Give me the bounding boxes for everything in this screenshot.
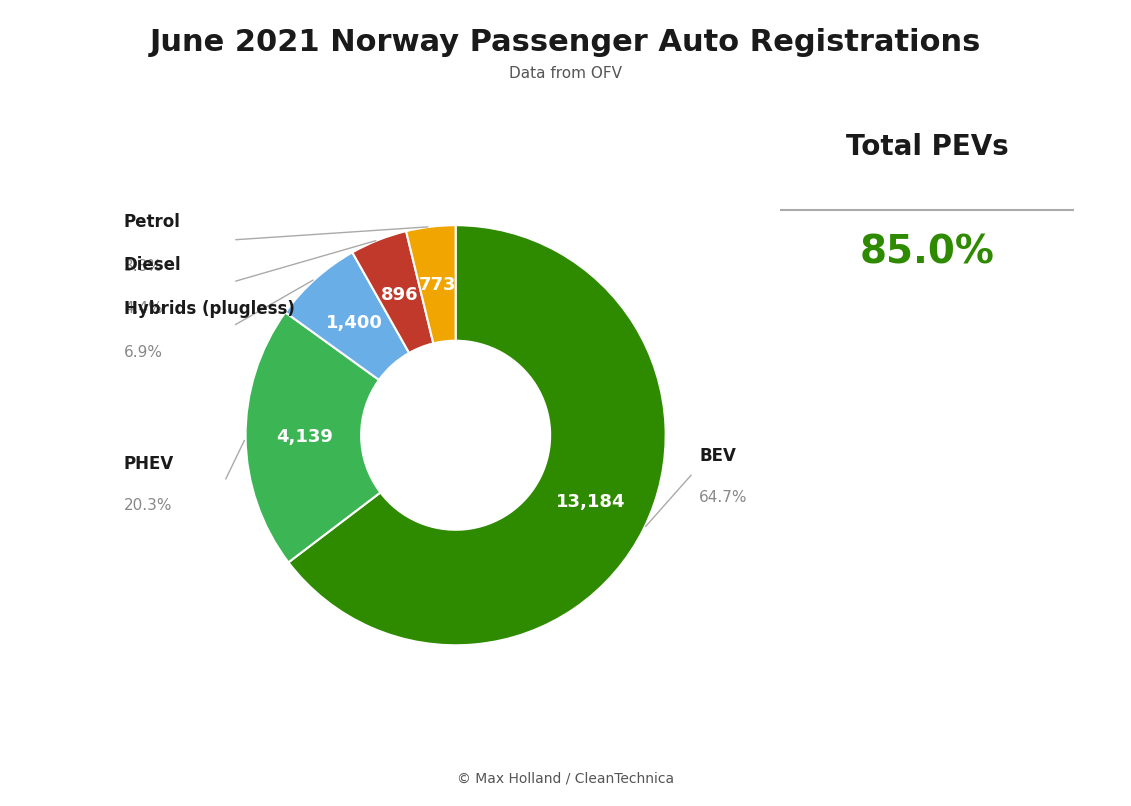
Text: 13,184: 13,184 [556, 493, 625, 512]
Text: 20.3%: 20.3% [123, 498, 172, 513]
Wedge shape [406, 225, 456, 343]
Text: 773: 773 [418, 276, 457, 294]
Text: Total PEVs: Total PEVs [846, 133, 1009, 161]
Text: PHEV: PHEV [123, 455, 174, 473]
Text: 85.0%: 85.0% [860, 234, 995, 272]
Wedge shape [285, 252, 409, 380]
Text: Hybrids (plugless): Hybrids (plugless) [123, 300, 295, 318]
Text: Diesel: Diesel [123, 256, 181, 273]
Text: 3.8%: 3.8% [123, 259, 163, 274]
Wedge shape [288, 225, 666, 646]
Text: Data from OFV: Data from OFV [509, 66, 622, 81]
Text: 4.4%: 4.4% [123, 301, 163, 316]
Wedge shape [353, 231, 433, 353]
Text: © Max Holland / CleanTechnica: © Max Holland / CleanTechnica [457, 772, 674, 786]
Text: BEV: BEV [699, 447, 736, 464]
Text: 1,400: 1,400 [327, 314, 383, 331]
Text: 6.9%: 6.9% [123, 345, 163, 360]
Text: Petrol: Petrol [123, 214, 181, 231]
Text: June 2021 Norway Passenger Auto Registrations: June 2021 Norway Passenger Auto Registra… [149, 28, 982, 57]
Wedge shape [245, 312, 380, 563]
Text: 896: 896 [381, 285, 418, 304]
Text: 4,139: 4,139 [276, 428, 333, 447]
Text: 64.7%: 64.7% [699, 490, 748, 505]
